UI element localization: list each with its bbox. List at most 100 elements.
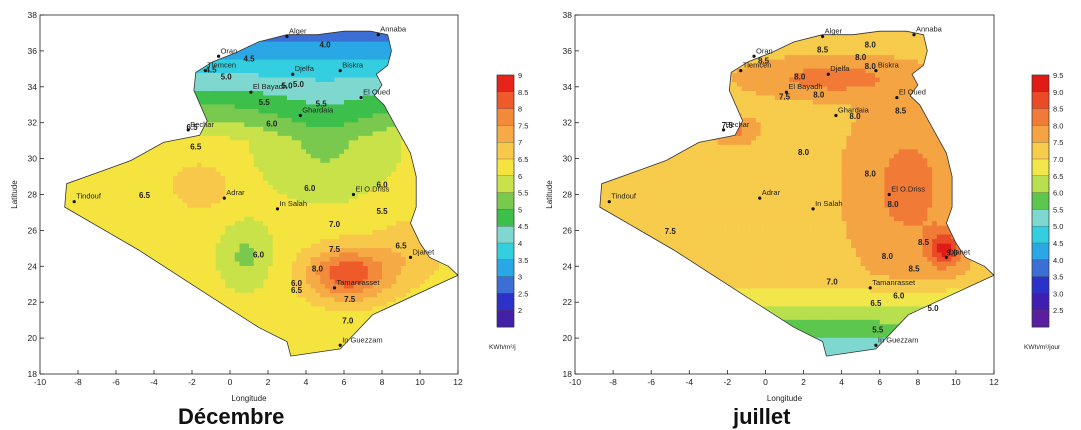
map-panel: -10 -8 -6 -4 -2 0 2 4 6 8 10 1218202224262830323436…: [10, 10, 528, 429]
legend-frame: [1031, 74, 1050, 328]
legend-swatch: [1031, 125, 1050, 143]
legend-tick-label: 6.5: [1053, 172, 1063, 181]
city-label: El O.Driss: [356, 185, 390, 194]
city-marker: [186, 128, 190, 132]
city-label: Bechar: [190, 120, 214, 129]
contour-label: 4.5: [243, 55, 255, 64]
contour-label: 6.5: [870, 299, 882, 308]
legend-swatch: [496, 310, 515, 328]
city-marker: [351, 192, 356, 197]
contour-label: 7.0: [329, 220, 341, 229]
city-marker: [298, 113, 302, 118]
contour-label: 6.0: [376, 180, 388, 189]
country-outline: [64, 30, 459, 357]
legend-tick-label: 2: [518, 306, 522, 315]
contour-label: 6.0: [291, 279, 303, 288]
contour-label: 6.5: [190, 143, 202, 152]
legend-swatch: [496, 158, 515, 177]
contour-label: 5.5: [872, 326, 884, 335]
y-tick-label: 34: [28, 82, 38, 92]
legend-swatch: [496, 74, 515, 93]
legend-swatch: [1031, 74, 1050, 93]
x-tick-label: -2: [724, 377, 732, 387]
city-label: In Guezzam: [342, 335, 382, 344]
legend-tick-label: 8.0: [1053, 121, 1063, 130]
x-tick-label: 4: [304, 377, 309, 387]
x-tick-label: -2: [188, 377, 196, 387]
x-tick-label: -10: [34, 377, 47, 387]
city-label: Biskra: [342, 61, 364, 70]
city-marker: [291, 72, 295, 76]
legend-swatch: [496, 226, 515, 244]
x-tick-label: 6: [877, 377, 882, 387]
city-label: Adrar: [762, 188, 781, 197]
colour-field: [64, 31, 458, 357]
city-marker: [944, 255, 948, 259]
city-label: Tlemcen: [743, 61, 772, 70]
city-label: El Bayadh: [788, 82, 822, 91]
y-tick-label: 34: [563, 82, 573, 92]
city-marker: [408, 255, 413, 259]
legend-swatch: [496, 142, 515, 160]
city-marker: [285, 34, 289, 39]
city-label: Tamanrasset: [872, 278, 916, 287]
y-axis-label: Latitude: [10, 180, 19, 209]
contour-label: 7.5: [344, 295, 356, 304]
x-tick-label: -4: [685, 377, 693, 387]
y-tick-label: 22: [563, 297, 573, 307]
map-caption: Décembre: [178, 404, 284, 429]
contour-label: 5.5: [259, 98, 271, 107]
legend-swatch: [496, 91, 515, 110]
city-marker: [834, 113, 838, 118]
y-tick-label: 22: [28, 297, 38, 307]
y-tick-label: 38: [563, 10, 573, 20]
legend-tick-label: 5.5: [518, 189, 528, 198]
legend-tick-label: 8.5: [518, 88, 528, 97]
x-axis-label: Longitude: [767, 394, 803, 403]
x-tick-label: 8: [915, 377, 920, 387]
legend-tick-label: 3.5: [1053, 273, 1063, 282]
legend-swatch: [1031, 142, 1050, 160]
x-tick-label: -6: [647, 377, 655, 387]
contour-label: 5.5: [376, 207, 388, 216]
legend-swatch: [496, 192, 515, 210]
city-marker: [887, 192, 891, 197]
city-marker: [895, 95, 899, 100]
legend-swatch: [1031, 209, 1050, 227]
contour-label: 8.0: [887, 200, 899, 209]
city-label: Bechar: [726, 120, 750, 129]
y-tick-label: 24: [28, 261, 38, 271]
x-tick-label: -4: [150, 377, 158, 387]
legend-tick-label: 6: [518, 172, 522, 181]
city-label: Djelfa: [295, 64, 315, 73]
city-label: Djanet: [413, 247, 436, 256]
city-label: Alger: [825, 27, 843, 36]
legend-swatch: [496, 209, 515, 227]
y-tick-label: 18: [28, 369, 38, 379]
legend-swatch: [496, 293, 515, 311]
y-tick-label: 38: [28, 10, 38, 20]
x-tick-label: 8: [380, 377, 385, 387]
city-label: Alger: [289, 27, 307, 36]
x-tick-label: 10: [415, 377, 425, 387]
legend-tick-label: 8: [518, 105, 522, 114]
city-label: El Oued: [363, 88, 390, 97]
x-tick-label: -6: [112, 377, 120, 387]
map-caption: juillet: [732, 404, 791, 429]
contour-label: 8.5: [895, 107, 907, 116]
city-marker: [72, 200, 76, 204]
contour-label: 8.0: [865, 40, 877, 49]
city-label: Oran: [221, 46, 238, 55]
x-tick-label: 0: [228, 377, 233, 387]
city-label: Djelfa: [830, 64, 850, 73]
y-tick-label: 30: [28, 154, 38, 164]
contour-label: 6.5: [186, 123, 198, 132]
legend-tick-label: 9: [518, 71, 522, 80]
x-tick-label: 2: [266, 377, 271, 387]
legend-tick-label: 3.5: [518, 256, 528, 265]
contour-label: 7.0: [827, 277, 839, 286]
contour-label: 9.0: [947, 249, 959, 258]
city-marker: [203, 69, 207, 73]
legend-tick-label: 5.0: [1053, 222, 1063, 231]
